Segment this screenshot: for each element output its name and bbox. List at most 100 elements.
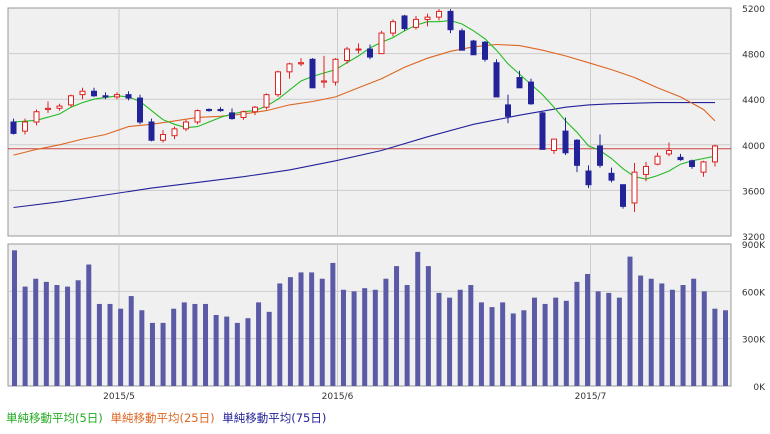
volume-bar	[478, 302, 484, 386]
candle-body	[206, 108, 212, 112]
price-axis-labels: 3200 3600 4000 4400 4800 5200	[742, 5, 765, 243]
candle-body	[114, 94, 120, 98]
volume-tick-label: 600K	[742, 288, 766, 298]
candle	[56, 103, 63, 111]
candle-body	[125, 94, 132, 99]
candle	[447, 9, 454, 34]
volume-bar	[489, 307, 495, 386]
volume-bar	[659, 283, 665, 386]
candle-body	[263, 94, 270, 108]
candle-body	[378, 32, 385, 55]
candle	[68, 94, 74, 108]
candle-body	[436, 10, 442, 18]
volume-bar	[65, 286, 71, 386]
candle-body	[183, 121, 189, 130]
volume-bar	[245, 318, 251, 386]
volume-bar	[54, 285, 60, 386]
price-tick-label: 4400	[742, 96, 765, 106]
candle	[160, 129, 166, 143]
volume-bar	[627, 256, 633, 386]
candle	[620, 184, 626, 209]
volume-bar	[574, 281, 580, 386]
volume-bar	[648, 278, 654, 386]
volume-bar	[309, 272, 315, 386]
candle-body	[229, 112, 235, 120]
volume-bar	[372, 289, 378, 386]
candle	[79, 87, 86, 100]
volume-bar	[234, 322, 240, 386]
candle-body	[424, 16, 431, 20]
volume-bar	[383, 278, 389, 386]
candle-body	[505, 104, 511, 117]
candle-body	[321, 80, 327, 83]
volume-tick-label: 300K	[742, 336, 766, 346]
volume-bar	[531, 297, 537, 386]
candle	[344, 46, 350, 64]
price-tick-label: 5200	[742, 5, 765, 15]
ma25-line	[13, 43, 716, 156]
candle	[22, 118, 28, 135]
volume-bar	[319, 278, 325, 386]
candle	[700, 160, 707, 177]
candle-body	[160, 134, 166, 141]
candle	[217, 107, 224, 112]
candle-body	[585, 170, 592, 186]
candle	[91, 87, 97, 97]
price-tick-label: 3200	[742, 233, 765, 243]
candle	[194, 109, 201, 125]
legend-ma75: 単純移動平均(75日)	[222, 411, 327, 425]
candle	[298, 58, 304, 67]
candle	[390, 19, 396, 37]
candle-body	[551, 138, 557, 152]
candle-body	[712, 145, 718, 163]
candle-body	[413, 18, 419, 28]
candle-body	[562, 130, 569, 154]
candle	[677, 153, 684, 161]
candle-body	[286, 63, 293, 73]
volume-bar	[723, 310, 728, 386]
legend-ma25: 単純移動平均(25日)	[110, 411, 215, 425]
candle	[378, 30, 385, 55]
volume-bar	[701, 291, 707, 386]
candle	[355, 43, 362, 54]
candle	[367, 44, 373, 60]
volume-tick-label: 900K	[742, 241, 766, 251]
volume-bar	[43, 281, 49, 386]
legend: 単純移動平均(5日) 単純移動平均(25日) 単純移動平均(75日)	[6, 410, 330, 426]
volume-bar	[96, 303, 102, 386]
candle	[114, 92, 120, 100]
candle	[263, 93, 270, 110]
volume-bars	[12, 250, 728, 386]
candle	[689, 159, 695, 169]
volume-bar	[75, 280, 81, 386]
candle	[562, 117, 569, 156]
volume-bar	[181, 302, 187, 386]
volume-axis-labels: 0K 300K 600K 900K	[742, 241, 766, 393]
candle-body	[309, 58, 316, 89]
volume-bar	[638, 275, 644, 386]
price-tick-label: 3600	[742, 187, 765, 197]
volume-bar	[712, 308, 718, 386]
volume-bar	[139, 310, 145, 386]
volume-bar	[616, 297, 622, 386]
volume-bar	[266, 311, 272, 386]
volume-bar	[585, 273, 591, 386]
candle-body	[45, 107, 51, 110]
volume-bar	[521, 310, 527, 386]
volume-bar	[171, 308, 177, 386]
candle-body	[631, 171, 638, 204]
candle-body	[516, 77, 523, 89]
candle-body	[240, 111, 247, 118]
candle	[482, 41, 488, 62]
ma75-line	[13, 102, 715, 209]
candle-body	[689, 160, 695, 167]
candle-body	[217, 108, 224, 112]
candle-body	[597, 145, 603, 166]
volume-bar	[553, 297, 559, 386]
candle-body	[171, 128, 178, 137]
candle	[712, 144, 718, 167]
candle-body	[666, 150, 672, 155]
volume-bar	[457, 289, 463, 386]
candle	[585, 165, 592, 189]
